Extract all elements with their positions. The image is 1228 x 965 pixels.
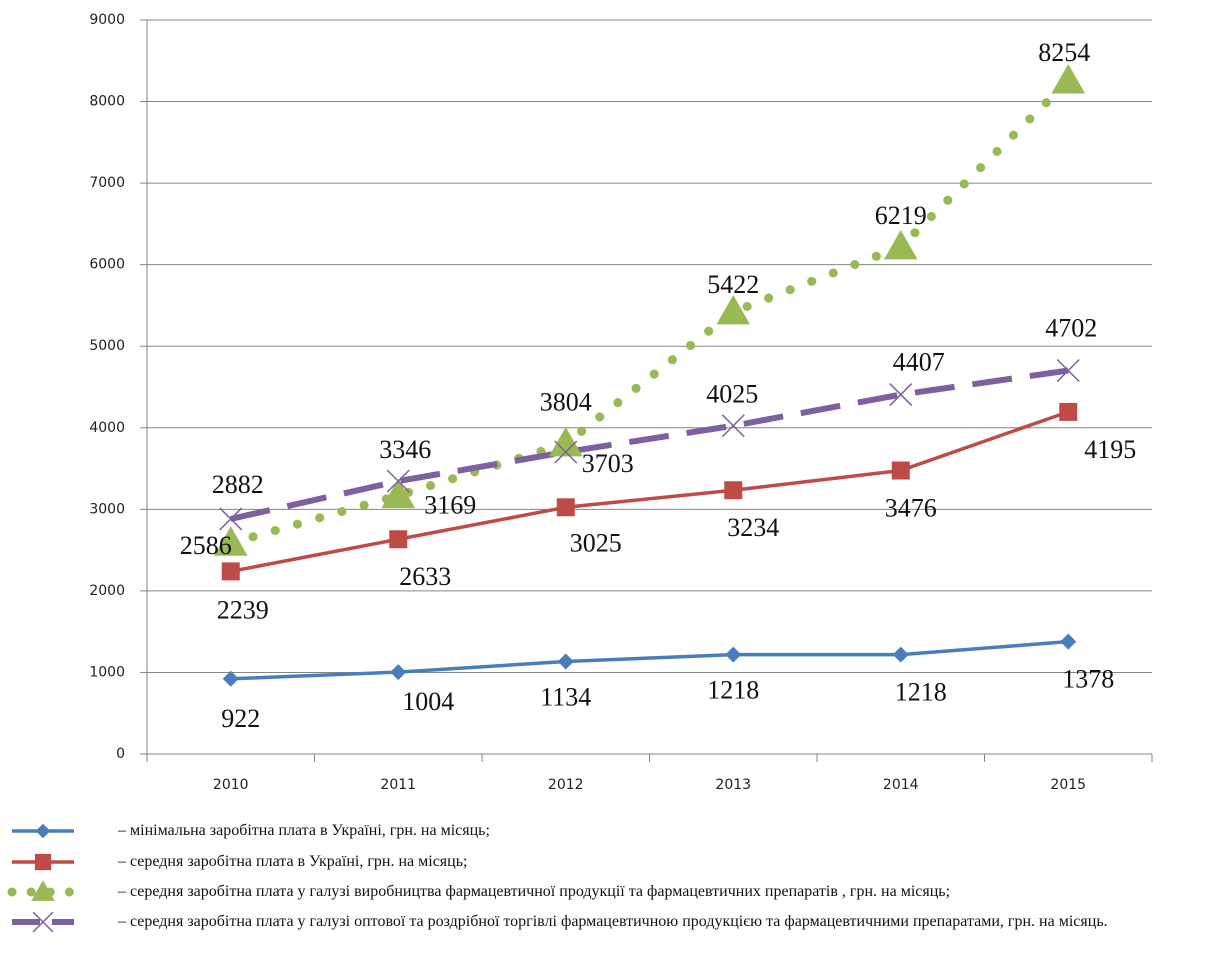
marker: [222, 670, 239, 687]
marker: [389, 530, 408, 549]
marker: [716, 295, 751, 325]
series-line: [230, 367, 1069, 522]
data-label: 4195: [1084, 435, 1136, 464]
data-label: 5422: [707, 270, 759, 299]
marker: [381, 478, 416, 509]
marker: [557, 653, 574, 670]
marker: [213, 526, 248, 556]
legend-text: – середня заробітна плата у галузі вироб…: [118, 883, 951, 900]
data-label: 2633: [399, 562, 451, 591]
legend-marker: [32, 911, 54, 933]
data-label: 922: [221, 704, 260, 733]
marker: [892, 646, 909, 663]
data-label: 3804: [540, 388, 592, 417]
data-label: 2586: [180, 531, 232, 560]
series-line: [226, 76, 1073, 548]
marker: [1056, 358, 1080, 383]
marker: [721, 414, 745, 438]
data-label: 4407: [893, 348, 945, 377]
y-tick-label: 7000: [89, 175, 125, 191]
series-line: [230, 410, 1069, 574]
data-label: 3025: [570, 528, 622, 557]
y-tick-label: 5000: [89, 338, 125, 354]
legend-marker: [31, 880, 55, 901]
legend-marker: [35, 823, 51, 839]
marker: [1059, 402, 1078, 421]
marker: [891, 461, 910, 480]
marker: [386, 469, 410, 493]
marker: [221, 562, 240, 581]
data-label: 3703: [582, 449, 634, 478]
data-label: 3346: [379, 435, 431, 464]
marker: [554, 440, 578, 464]
marker: [390, 664, 407, 681]
x-tick-label: 2011: [380, 777, 416, 793]
marker: [556, 498, 575, 517]
data-label: 2239: [217, 595, 269, 624]
data-label: 1134: [540, 682, 591, 711]
y-tick-label: 9000: [89, 12, 125, 28]
legend-marker: [34, 853, 52, 871]
legend-text: – середня заробітна плата у галузі оптов…: [118, 913, 1108, 930]
data-label: 4025: [706, 380, 758, 409]
y-tick-label: 8000: [89, 94, 125, 110]
marker: [725, 646, 742, 663]
marker: [883, 230, 918, 260]
x-tick-label: 2014: [883, 777, 919, 793]
data-label: 2882: [212, 470, 264, 499]
data-label: 1218: [895, 678, 947, 707]
data-label: 1218: [707, 676, 759, 705]
data-label: 1378: [1062, 665, 1114, 694]
y-tick-label: 4000: [89, 420, 125, 436]
y-tick-label: 6000: [89, 257, 125, 273]
legend-text: – мінімальна заробітна плата в Україні, …: [118, 822, 490, 839]
y-tick-label: 1000: [89, 664, 125, 680]
data-label: 6219: [875, 201, 927, 230]
legend-text: – середня заробітна плата в Україні, грн…: [118, 853, 468, 870]
marker: [219, 507, 243, 531]
x-tick-label: 2012: [548, 777, 584, 793]
x-tick-label: 2015: [1050, 777, 1086, 793]
marker: [889, 383, 913, 407]
marker: [1051, 64, 1086, 94]
y-tick-label: 0: [116, 746, 125, 762]
data-label: 1004: [402, 687, 454, 716]
y-tick-label: 3000: [89, 501, 125, 517]
marker: [548, 426, 583, 457]
marker: [724, 481, 743, 500]
y-tick-label: 2000: [89, 583, 125, 599]
data-label: 8254: [1038, 38, 1090, 67]
data-label: 3169: [424, 491, 476, 520]
series-line: [230, 639, 1069, 681]
data-label: 3476: [885, 493, 937, 522]
x-tick-label: 2013: [715, 777, 751, 793]
marker: [1060, 633, 1077, 650]
x-tick-label: 2010: [213, 777, 249, 793]
data-label: 3234: [727, 513, 779, 542]
data-label: 4702: [1045, 313, 1097, 342]
